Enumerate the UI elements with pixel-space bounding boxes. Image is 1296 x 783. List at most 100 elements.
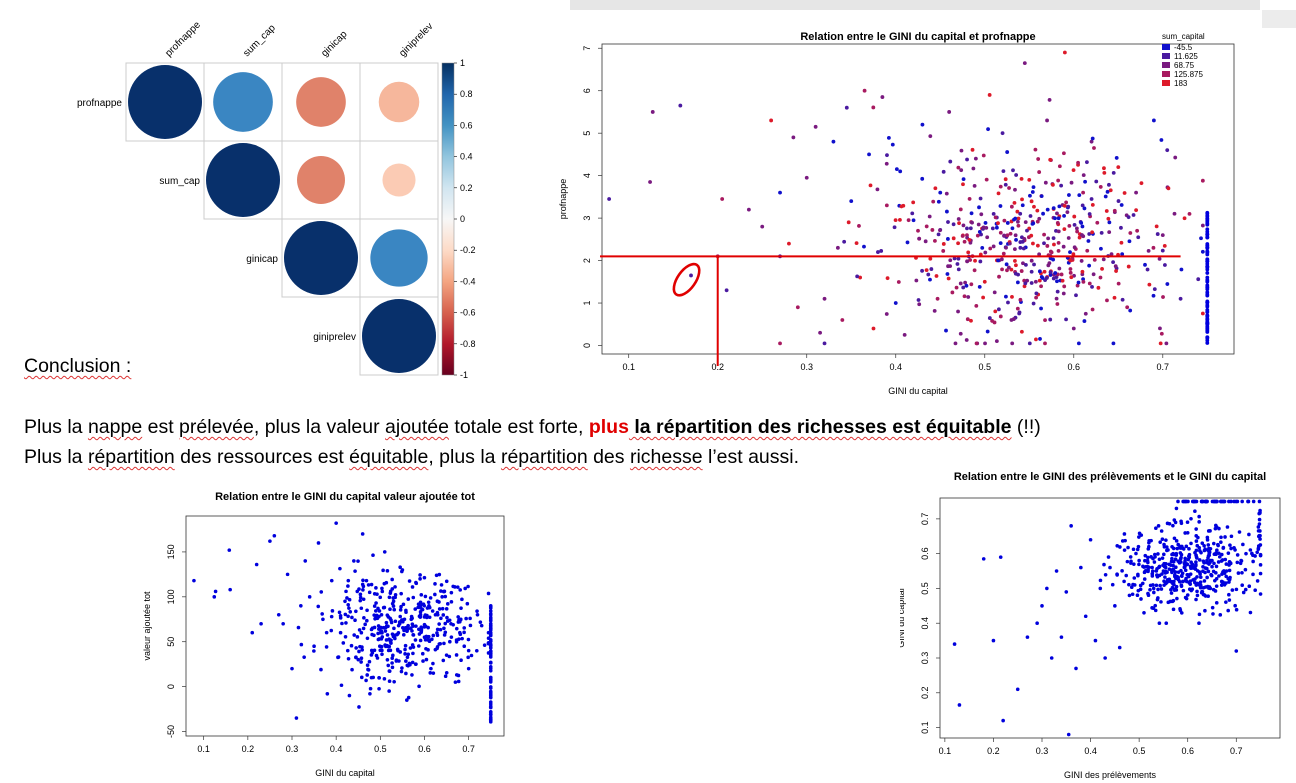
data-point bbox=[1240, 583, 1245, 588]
y-tick-label: 150 bbox=[166, 544, 176, 559]
data-point bbox=[393, 619, 398, 624]
data-point bbox=[607, 197, 612, 201]
data-point bbox=[1134, 551, 1138, 556]
plot-frame bbox=[601, 43, 1235, 355]
data-point bbox=[1205, 335, 1210, 340]
data-point bbox=[1184, 544, 1189, 549]
data-point bbox=[1185, 530, 1190, 535]
data-point bbox=[403, 647, 407, 652]
data-point bbox=[488, 643, 493, 648]
data-point bbox=[987, 316, 992, 320]
data-point bbox=[844, 105, 849, 110]
data-point bbox=[369, 582, 374, 587]
data-point bbox=[1119, 240, 1124, 245]
data-point bbox=[1018, 245, 1023, 250]
data-point bbox=[1176, 570, 1181, 574]
data-point bbox=[957, 221, 961, 226]
data-point bbox=[1139, 181, 1144, 186]
data-point bbox=[720, 197, 725, 201]
data-point bbox=[1157, 557, 1162, 562]
data-point bbox=[1146, 591, 1150, 596]
data-point bbox=[378, 595, 383, 600]
data-point bbox=[948, 159, 953, 164]
data-point bbox=[400, 569, 404, 574]
data-point bbox=[444, 653, 449, 657]
data-point bbox=[373, 617, 377, 621]
data-point bbox=[212, 595, 217, 599]
data-point bbox=[1217, 526, 1221, 531]
data-point bbox=[822, 341, 827, 346]
data-point bbox=[1072, 245, 1077, 250]
data-point bbox=[760, 224, 765, 229]
line2-part-h: richesse bbox=[629, 446, 703, 468]
data-point bbox=[1062, 213, 1066, 218]
corr-circle bbox=[213, 72, 273, 132]
data-point bbox=[1055, 211, 1059, 216]
data-point bbox=[1087, 281, 1092, 286]
data-point bbox=[321, 617, 325, 622]
line1-part-c: est bbox=[142, 416, 180, 438]
corr-circle bbox=[378, 81, 420, 123]
data-point bbox=[413, 638, 418, 642]
data-point bbox=[1187, 547, 1191, 551]
data-point bbox=[488, 677, 493, 682]
data-point bbox=[892, 225, 897, 230]
data-point bbox=[443, 594, 448, 599]
data-point bbox=[1205, 232, 1210, 236]
data-point bbox=[1051, 276, 1056, 281]
data-point bbox=[1160, 233, 1165, 237]
data-point bbox=[479, 623, 484, 628]
data-point bbox=[355, 635, 360, 639]
data-point bbox=[983, 250, 988, 255]
data-point bbox=[391, 604, 396, 608]
data-point bbox=[377, 609, 382, 613]
data-point bbox=[1045, 244, 1050, 248]
data-point bbox=[1069, 275, 1074, 280]
data-point bbox=[1003, 182, 1008, 187]
data-point bbox=[1125, 305, 1130, 310]
data-point bbox=[1114, 156, 1119, 160]
data-point bbox=[276, 612, 281, 617]
data-point bbox=[818, 330, 822, 335]
data-point bbox=[382, 581, 387, 586]
data-point bbox=[1162, 583, 1166, 587]
data-point bbox=[944, 328, 948, 333]
data-point bbox=[840, 318, 845, 322]
data-point bbox=[1039, 194, 1044, 199]
data-point bbox=[365, 673, 370, 677]
data-point bbox=[1080, 203, 1085, 208]
window-top-bar bbox=[570, 0, 1260, 10]
data-point bbox=[1170, 580, 1175, 584]
data-point bbox=[411, 633, 415, 637]
data-point bbox=[372, 591, 377, 596]
data-point bbox=[893, 301, 898, 305]
data-point bbox=[880, 95, 885, 99]
data-point bbox=[437, 642, 442, 646]
data-point bbox=[1149, 555, 1153, 559]
data-point bbox=[1151, 586, 1156, 591]
data-point bbox=[1209, 573, 1214, 578]
chart-title: Relation entre le GINI des prélèvements … bbox=[954, 471, 1266, 483]
data-point bbox=[1163, 575, 1167, 579]
data-point bbox=[846, 220, 851, 225]
x-tick-label: 0.7 bbox=[1157, 362, 1170, 372]
data-point bbox=[334, 521, 338, 525]
x-tick-label: 0.1 bbox=[939, 746, 952, 756]
data-point bbox=[965, 226, 969, 231]
data-point bbox=[1059, 635, 1064, 639]
data-point bbox=[932, 308, 937, 313]
colorbar-tick-label: 0.8 bbox=[460, 89, 473, 99]
data-point bbox=[488, 700, 493, 704]
data-point bbox=[967, 238, 972, 242]
data-point bbox=[993, 309, 998, 314]
data-point bbox=[884, 161, 889, 166]
line1-tail: (!!) bbox=[1011, 416, 1041, 438]
data-point bbox=[959, 168, 964, 173]
corr-circle bbox=[128, 65, 202, 139]
data-point bbox=[1065, 210, 1070, 215]
data-point bbox=[391, 653, 395, 658]
data-point bbox=[1237, 530, 1242, 534]
line1-bold: la répartition des richesses est équitab… bbox=[628, 416, 1012, 438]
data-point bbox=[367, 590, 372, 595]
data-point bbox=[1198, 549, 1202, 553]
